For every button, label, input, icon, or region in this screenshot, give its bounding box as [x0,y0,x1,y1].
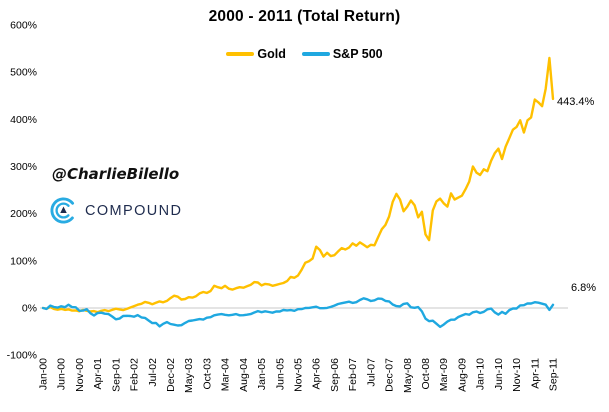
compound-logo-icon [50,197,77,224]
x-axis-label: Dec-02 [165,358,177,392]
x-axis-label: Nov-05 [293,358,305,392]
x-axis-label: Mar-09 [438,358,450,391]
x-axis-label: Apr-01 [92,358,104,390]
x-axis-label: Apr-11 [529,358,541,389]
x-axis-label: Mar-04 [220,358,232,391]
x-axis-label: Jul-02 [147,358,159,387]
x-axis-label: Jan-10 [475,358,487,390]
gold-line [41,56,555,314]
gold-line-swatch [226,52,255,56]
x-axis-label: Sep-11 [548,358,560,391]
x-axis-label: Jun-00 [56,358,68,390]
x-axis-label: Feb-02 [129,358,141,391]
y-axis-label: 300% [10,161,37,173]
legend-label-gold: Gold [257,47,286,61]
x-axis-label: Jan-05 [256,358,268,390]
x-axis-label: Jun-05 [274,358,286,390]
x-axis-label: Aug-09 [456,358,468,392]
x-axis-label: Jul-07 [365,358,377,387]
x-axis-label: Feb-07 [347,358,359,391]
compound-logo-text: COMPOUND [85,202,183,219]
x-axis-label: Jun-10 [493,358,505,390]
x-axis-label: Oct-08 [420,358,432,390]
s-p-500-line [41,297,555,329]
y-axis-label: 0% [22,303,37,315]
x-axis-label: Nov-00 [74,358,86,392]
y-axis-label: 400% [10,114,37,126]
legend-label-sp500: S&P 500 [332,47,383,61]
x-axis-label: Apr-06 [311,358,323,390]
watermark-handle: @CharlieBilello [52,165,180,183]
compound-logo: COMPOUND [49,196,182,225]
y-axis-label: 200% [10,208,37,220]
legend: Gold S&P 500 [0,47,609,61]
x-axis-label: Nov-10 [511,358,523,392]
x-axis-label: Oct-03 [201,358,213,390]
y-axis-label: 500% [10,67,37,79]
x-axis-label: Sep-01 [110,358,122,392]
gold-end-value: 443.4% [557,96,595,108]
x-axis-label: Dec-07 [384,358,396,392]
x-axis-label: Sep-06 [329,358,341,392]
x-axis-label: May-03 [183,358,195,393]
y-axis-label: -100% [7,350,37,362]
x-axis-label: Aug-04 [238,358,250,392]
sp500-end-value: 6.8% [571,282,597,294]
chart-title: 2000 - 2011 (Total Return) [208,8,401,25]
y-axis-label: 600% [10,20,37,32]
y-axis-label: 100% [10,255,37,267]
legend-item-sp500: S&P 500 [301,47,383,61]
x-axis-label: Jan-00 [38,358,50,390]
legend-item-gold: Gold [226,47,286,61]
x-axis-label: May-08 [402,358,414,393]
sp500-line-swatch [301,52,330,56]
